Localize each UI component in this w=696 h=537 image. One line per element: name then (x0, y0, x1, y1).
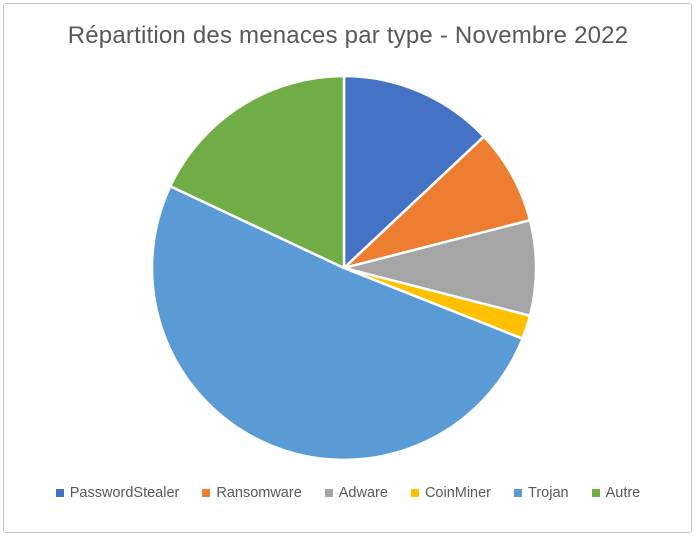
pie-slice-adware (342, 219, 538, 317)
legend-item-ransomware: Ransomware (202, 485, 302, 501)
pie-chart (150, 74, 538, 462)
legend-label: Adware (338, 485, 388, 501)
legend-swatch-icon (410, 489, 419, 497)
legend-item-passwordstealer: PasswordStealer (55, 485, 180, 501)
chart-title: Répartition des menaces par type - Novem… (67, 22, 629, 49)
legend-swatch-icon (324, 489, 333, 497)
legend-item-trojan: Trojan (514, 485, 569, 501)
legend-swatch-icon (202, 489, 211, 497)
legend-swatch-icon (55, 489, 64, 497)
legend-label: Autre (605, 485, 641, 501)
legend-item-coinminer: CoinMiner (410, 485, 492, 501)
legend-item-autre: Autre (591, 485, 641, 501)
legend-label: Trojan (528, 485, 569, 501)
legend-label: Ransomware (216, 485, 302, 501)
pie-slice-autre (169, 74, 346, 270)
legend-swatch-icon (591, 489, 600, 497)
legend-label: PasswordStealer (69, 485, 180, 501)
pie-slice-trojan (150, 185, 524, 462)
pie-slice-passwordstealer (342, 74, 486, 270)
legend-item-adware: Adware (324, 485, 388, 501)
legend-label: CoinMiner (424, 485, 492, 501)
pie-slice-ransomware (342, 135, 532, 270)
chart-legend: PasswordStealer Ransomware Adware CoinMiner… (0, 485, 696, 501)
legend-swatch-icon (514, 489, 523, 497)
